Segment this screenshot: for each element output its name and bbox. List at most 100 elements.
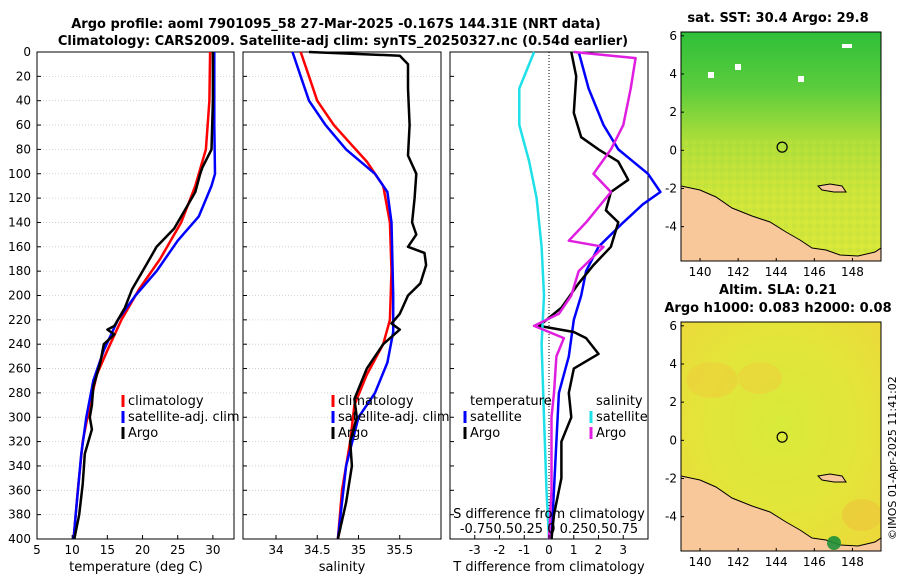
x-tick-label: 10 [65, 543, 80, 557]
argo-float-marker [776, 141, 788, 153]
y-tick-label: 200 [8, 289, 31, 303]
imos-watermark: ©IMOS 01-Apr-2025 11:41:02 [886, 376, 899, 540]
x-tick-label: 5 [33, 543, 41, 557]
y-tick-label: 260 [8, 362, 31, 376]
legend-title-temperature: temperature [470, 394, 552, 409]
sla-map-panel: Altim. SLA: 0.21 Argo h1000: 0.083 h2000… [664, 283, 891, 569]
y-tick-label: 160 [8, 240, 31, 254]
new-guinea-land [681, 475, 881, 551]
map-y-tick-label: 2 [669, 105, 677, 119]
legend-label-argo: Argo [338, 426, 368, 441]
new-guinea-land [681, 185, 881, 261]
series-line-argo [73, 52, 215, 540]
y-tick-label: 40 [16, 94, 31, 108]
y-tick-label: 140 [8, 215, 31, 229]
map-x-tick-label: 144 [765, 555, 788, 569]
legend-label-t-argo: Argo [470, 426, 500, 441]
figure-title-line1: Argo profile: aoml 7901095_58 27-Mar-202… [71, 17, 601, 32]
legend-label-satellite: satellite-adj. clim [338, 410, 450, 425]
sst-map-panel: sat. SST: 30.4 Argo: 29.8 140 142 144 146 14… [665, 11, 882, 279]
y-tick-label: 100 [8, 167, 31, 181]
map-y-tick-label: -2 [665, 181, 677, 195]
x-tick-label: 35 [351, 543, 366, 557]
x-tick-label: 35.5 [386, 543, 413, 557]
map-x-tick-label: 144 [765, 265, 788, 279]
map-y-tick-label: 2 [669, 395, 677, 409]
sst-map-title: sat. SST: 30.4 Argo: 29.8 [687, 11, 868, 26]
map-y-tick-label: -4 [665, 510, 677, 524]
s-difference-ticks: -0.750.50.25 0 0.250.50.75 [460, 522, 638, 537]
series-line-satellite-adj-clim [72, 52, 217, 540]
difference-x-label: T difference from climatology [452, 560, 645, 575]
y-tick-label: 320 [8, 435, 31, 449]
island-land [816, 183, 847, 193]
sst-missing-cell [735, 64, 741, 70]
salinity-tick-labels: 34 34.5 35 35.5 [243, 51, 413, 557]
map-x-tick-label: 148 [841, 265, 864, 279]
map-y-tick-label: 6 [669, 319, 677, 333]
legend-title-salinity: salinity [596, 394, 643, 409]
temperature-legend: climatology satellite-adj. clim Argo [121, 394, 240, 441]
x-tick-label: 34 [268, 543, 283, 557]
y-tick-label: 400 [8, 532, 31, 546]
sla-map-ticks: 140 142 144 146 148 6 4 2 0 -2 -4 [665, 319, 864, 569]
x-tick-label: 25 [170, 543, 185, 557]
sst-missing-cell [842, 44, 852, 48]
salinity-x-label: salinity [319, 560, 366, 575]
map-x-tick-label: 146 [803, 555, 826, 569]
legend-label-s-argo: Argo [596, 426, 626, 441]
y-tick-label: 60 [16, 118, 31, 132]
y-tick-label: 80 [16, 142, 31, 156]
s-difference-label: S difference from climatology [453, 507, 645, 522]
x-tick-label: 20 [135, 543, 150, 557]
map-y-tick-label: 4 [669, 357, 677, 371]
map-y-tick-label: -4 [665, 220, 677, 234]
series-line-climatology [299, 51, 393, 540]
temperature-lines [72, 51, 217, 540]
salinity-legend: climatology satellite-adj. clim Argo [331, 394, 450, 441]
y-tick-label: 360 [8, 483, 31, 497]
x-tick-label: 1 [570, 543, 578, 557]
y-tick-label: 0 [23, 45, 31, 59]
x-tick-label: -2 [494, 543, 506, 557]
figure-title-line2: Climatology: CARS2009. Satellite-adj cli… [58, 34, 628, 49]
argo-float-marker [776, 431, 788, 443]
sla-map-subtitle: Argo h1000: 0.083 h2000: 0.08 [664, 301, 891, 316]
legend-label-climatology: climatology [128, 394, 204, 409]
sla-map-frame [680, 321, 882, 552]
legend-label-s-satellite: satellite [596, 410, 648, 425]
map-x-tick-label: 140 [689, 555, 712, 569]
map-y-tick-label: 0 [669, 143, 677, 157]
sst-map-ticks: 140 142 144 146 148 6 4 2 0 -2 -4 [665, 29, 864, 279]
difference-legend: temperature salinity satellite Argo sate… [463, 394, 648, 441]
x-tick-label: 2 [595, 543, 603, 557]
salinity-lines [291, 50, 428, 540]
x-tick-label: 34.5 [304, 543, 331, 557]
y-tick-label: 240 [8, 337, 31, 351]
difference-lines [518, 50, 662, 540]
map-y-tick-label: 6 [669, 29, 677, 43]
map-x-tick-label: 148 [841, 555, 864, 569]
legend-label-argo: Argo [128, 426, 158, 441]
x-tick-label: 30 [205, 543, 220, 557]
sla-map-title: Altim. SLA: 0.21 [719, 283, 837, 298]
sst-missing-cell [708, 72, 714, 78]
y-tick-label: 180 [8, 264, 31, 278]
series-line-argo [308, 50, 428, 540]
difference-panel: -3 -2 -1 0 1 2 3 T difference from climatology… [449, 50, 662, 575]
x-tick-label: -3 [469, 543, 481, 557]
map-y-tick-label: 4 [669, 67, 677, 81]
series-line-satellite-adj-clim [291, 51, 395, 540]
series-line-s-satellite [518, 51, 551, 540]
x-tick-label: 15 [100, 543, 115, 557]
x-tick-label: 0 [545, 543, 553, 557]
series-line-t-satellite [550, 51, 662, 540]
x-tick-label: 3 [619, 543, 627, 557]
y-tick-label: 300 [8, 410, 31, 424]
map-y-tick-label: -2 [665, 471, 677, 485]
sst-map-frame [680, 31, 882, 262]
map-x-tick-label: 142 [727, 555, 750, 569]
series-line-s-argo [532, 50, 637, 540]
temperature-x-label: temperature (deg C) [69, 560, 203, 575]
